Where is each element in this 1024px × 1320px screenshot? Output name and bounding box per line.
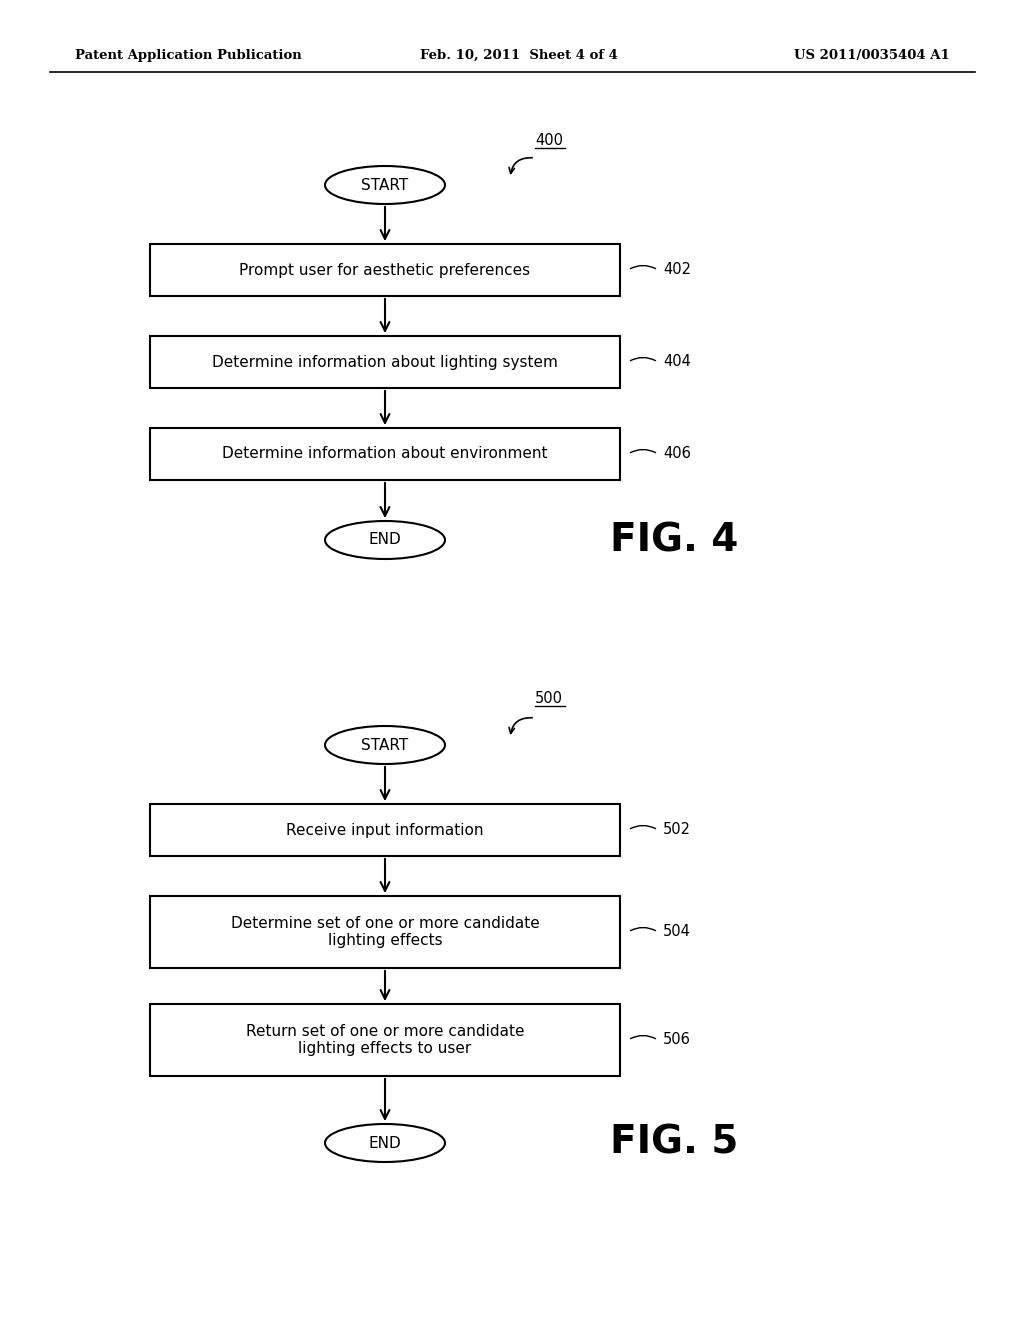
- Text: Feb. 10, 2011  Sheet 4 of 4: Feb. 10, 2011 Sheet 4 of 4: [420, 49, 617, 62]
- Ellipse shape: [325, 521, 445, 558]
- Text: START: START: [361, 738, 409, 752]
- Ellipse shape: [325, 1125, 445, 1162]
- FancyBboxPatch shape: [150, 244, 620, 296]
- Text: 502: 502: [663, 822, 691, 837]
- Text: Patent Application Publication: Patent Application Publication: [75, 49, 302, 62]
- Text: Receive input information: Receive input information: [287, 822, 483, 837]
- Text: FIG. 5: FIG. 5: [610, 1125, 738, 1162]
- FancyBboxPatch shape: [150, 337, 620, 388]
- Text: 500: 500: [535, 690, 563, 706]
- Text: Return set of one or more candidate
lighting effects to user: Return set of one or more candidate ligh…: [246, 1024, 524, 1056]
- Text: 504: 504: [663, 924, 691, 940]
- Text: US 2011/0035404 A1: US 2011/0035404 A1: [795, 49, 950, 62]
- Text: FIG. 4: FIG. 4: [610, 521, 738, 558]
- FancyBboxPatch shape: [150, 804, 620, 855]
- Text: END: END: [369, 532, 401, 548]
- Text: Determine information about lighting system: Determine information about lighting sys…: [212, 355, 558, 370]
- Text: 404: 404: [663, 355, 691, 370]
- FancyBboxPatch shape: [150, 1005, 620, 1076]
- Text: Prompt user for aesthetic preferences: Prompt user for aesthetic preferences: [240, 263, 530, 277]
- FancyBboxPatch shape: [150, 428, 620, 480]
- Text: 506: 506: [663, 1032, 691, 1048]
- Text: 406: 406: [663, 446, 691, 462]
- Text: Determine set of one or more candidate
lighting effects: Determine set of one or more candidate l…: [230, 916, 540, 948]
- Text: START: START: [361, 177, 409, 193]
- Text: END: END: [369, 1135, 401, 1151]
- Text: 402: 402: [663, 263, 691, 277]
- Ellipse shape: [325, 166, 445, 205]
- Text: 400: 400: [535, 133, 563, 148]
- Text: Determine information about environment: Determine information about environment: [222, 446, 548, 462]
- Ellipse shape: [325, 726, 445, 764]
- FancyBboxPatch shape: [150, 896, 620, 968]
